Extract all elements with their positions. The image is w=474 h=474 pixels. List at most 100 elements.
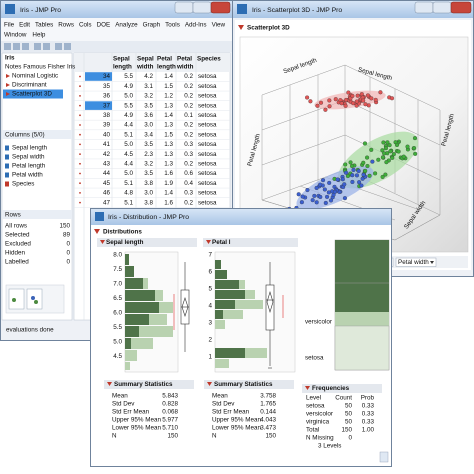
stat-label: Std Err Mean — [212, 409, 250, 416]
minimize-button[interactable] — [414, 1, 434, 14]
row-number[interactable]: 39 — [103, 122, 111, 129]
point — [357, 180, 362, 185]
table-script[interactable]: Nominal Logistic — [12, 73, 58, 80]
row-marker — [79, 192, 81, 194]
panel-title[interactable]: Petal l — [212, 239, 231, 246]
row-number[interactable]: 46 — [103, 190, 111, 197]
row-number[interactable]: 36 — [103, 93, 111, 100]
disclosure-icon[interactable] — [94, 229, 100, 234]
column-header[interactable]: Petal — [177, 56, 192, 63]
menu-item[interactable]: Analyze — [115, 22, 138, 29]
dropdown[interactable] — [395, 257, 437, 267]
stats-header — [204, 380, 294, 389]
row-number[interactable]: 47 — [103, 199, 111, 206]
thumbnail[interactable] — [8, 288, 25, 310]
row-marker — [79, 182, 81, 185]
toolbar — [1, 41, 232, 52]
column-header[interactable]: width — [176, 64, 194, 71]
column-name[interactable]: Species — [12, 181, 34, 188]
menu-item[interactable]: View — [212, 22, 226, 29]
freq-cell: 0.33 — [362, 403, 375, 410]
menu-item[interactable]: DOE — [97, 22, 111, 29]
column-header[interactable]: Sepal — [137, 56, 154, 63]
table-script[interactable]: Discriminant — [12, 82, 47, 89]
row-marker — [79, 124, 81, 126]
freq-cell: virginica — [306, 419, 330, 426]
row-number[interactable]: 43 — [103, 160, 111, 167]
maximize-button[interactable] — [192, 1, 212, 14]
stat-label: Upper 95% Mean — [212, 417, 262, 424]
point — [380, 148, 385, 153]
menu-item[interactable]: File — [4, 22, 15, 29]
cell: 3.6 — [144, 112, 153, 119]
point — [343, 103, 348, 108]
column-header[interactable]: Sepal — [113, 56, 130, 63]
column-name[interactable]: Sepal width — [12, 154, 45, 161]
row-number[interactable]: 44 — [103, 170, 111, 177]
section-title: Rows — [5, 212, 21, 219]
menu-item[interactable]: Window — [4, 32, 27, 39]
stats-title[interactable]: Summary Statistics — [114, 381, 173, 388]
point — [348, 160, 353, 165]
menu-item[interactable]: Tables — [35, 22, 53, 29]
axis-tick-label: 4.5 — [113, 353, 122, 360]
column-header[interactable]: Petal — [157, 56, 172, 63]
minimize-button[interactable] — [174, 1, 194, 14]
column-header[interactable]: length — [113, 64, 132, 71]
row-number[interactable]: 42 — [103, 151, 111, 158]
close-button[interactable] — [450, 1, 472, 14]
scroll-button[interactable] — [379, 451, 389, 463]
box-plot — [173, 262, 190, 352]
column-header[interactable]: length — [157, 64, 176, 71]
axis-tick-label: 7.5 — [113, 266, 122, 273]
row-number[interactable]: 35 — [103, 83, 111, 90]
column-name[interactable]: Petal length — [12, 163, 46, 170]
row-number[interactable]: 45 — [103, 180, 111, 187]
table-script[interactable]: Scatterplot 3D — [12, 91, 52, 98]
panel-title[interactable]: Sepal length — [106, 239, 144, 246]
cell: setosa — [198, 180, 217, 187]
column-name[interactable]: Sepal length — [12, 145, 48, 152]
menu-item[interactable]: Help — [32, 32, 45, 39]
stats-title[interactable]: Summary Statistics — [214, 381, 273, 388]
row-marker — [79, 85, 81, 88]
cell: 0.2 — [184, 160, 193, 167]
point — [365, 93, 370, 98]
maximize-button[interactable] — [432, 1, 452, 14]
point — [350, 93, 355, 99]
cell: setosa — [198, 93, 217, 100]
menu-bar — [1, 18, 232, 41]
row-number[interactable]: 41 — [103, 141, 111, 148]
menu-item[interactable]: Edit — [19, 22, 30, 29]
close-button[interactable] — [210, 1, 231, 14]
dropdown-label[interactable]: Petal width — [398, 259, 429, 266]
cell: 3.2 — [144, 160, 153, 167]
column-header[interactable]: width — [136, 64, 154, 71]
menu-item[interactable]: Rows — [58, 22, 74, 29]
stat-value: 5.843 — [162, 393, 178, 400]
column-header[interactable]: Species — [197, 56, 221, 63]
row-number[interactable]: 38 — [103, 112, 111, 119]
axis-tick-label: 5.5 — [113, 324, 122, 331]
freq-levels: 3 Levels — [318, 443, 341, 450]
cell: 1.2 — [164, 93, 173, 100]
menu-item[interactable]: Graph — [143, 22, 161, 29]
freq-title[interactable]: Frequencies — [312, 385, 350, 392]
row-number[interactable]: 34 — [103, 73, 111, 80]
column-name[interactable]: Petal width — [12, 172, 43, 179]
freq-column: Count — [335, 395, 352, 402]
cell: 1.3 — [164, 160, 173, 167]
disclosure-icon[interactable] — [238, 25, 244, 30]
point — [356, 168, 361, 174]
menu-item[interactable]: Tools — [165, 22, 180, 29]
row-marker — [79, 172, 81, 175]
menu-item[interactable]: Add-Ins — [185, 22, 207, 29]
menu-item[interactable]: Cols — [79, 22, 92, 29]
row-state-label: Selected — [5, 232, 30, 239]
row-number[interactable]: 40 — [103, 131, 111, 138]
point — [396, 149, 401, 154]
cell: 5.5 — [124, 73, 133, 80]
row-number[interactable]: 37 — [103, 102, 111, 109]
cell: setosa — [198, 160, 217, 167]
row-selected — [85, 101, 112, 110]
